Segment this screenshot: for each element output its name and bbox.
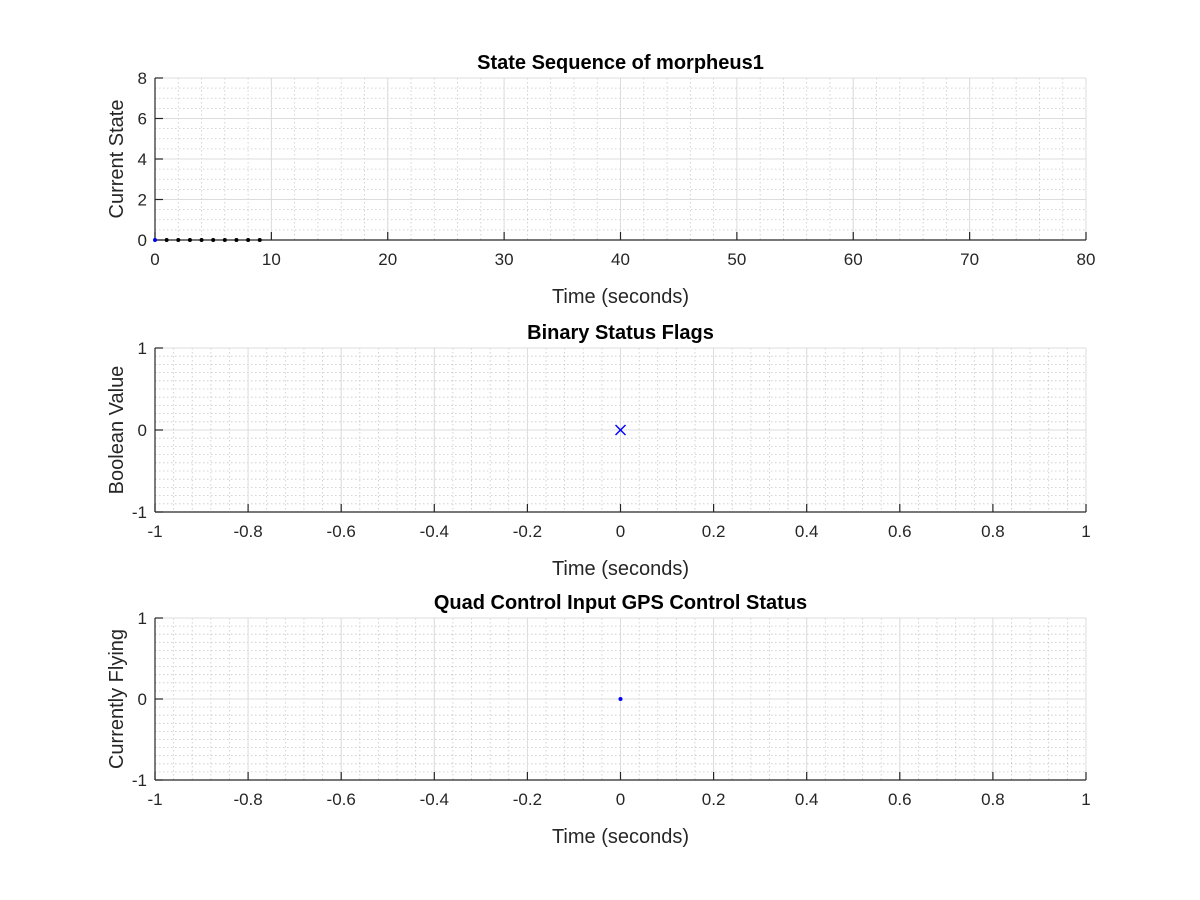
y-tick-label: 1 xyxy=(138,339,147,358)
x-tick-label: -0.8 xyxy=(233,522,262,541)
x-tick-label: 0.4 xyxy=(795,522,819,541)
data-point xyxy=(257,238,262,242)
y-tick-label: 6 xyxy=(138,110,147,129)
chart-title: State Sequence of morpheus1 xyxy=(477,52,764,74)
x-axis-label: Time (seconds) xyxy=(552,558,689,580)
x-tick-label: -1 xyxy=(147,522,162,541)
data-point xyxy=(222,238,227,242)
x-tick-label: -0.4 xyxy=(420,522,449,541)
chart-title: Binary Status Flags xyxy=(527,322,714,344)
subplot-3: -1 -0.8 -0.6 -0.4 -0.2 0 0.2 0.4 0.6 0.8 1 -1 0 1 Quad… xyxy=(106,592,1091,848)
data-point xyxy=(199,238,204,242)
y-tick-label: 2 xyxy=(138,191,147,210)
x-tick-label: 60 xyxy=(844,250,863,269)
y-tick-label: 1 xyxy=(138,609,147,628)
x-tick-label: 80 xyxy=(1077,250,1096,269)
x-tick-label: 0.8 xyxy=(981,522,1005,541)
x-tick-label: -1 xyxy=(147,790,162,809)
y-tick-label: -1 xyxy=(132,771,147,790)
x-tick-label: 30 xyxy=(495,250,514,269)
data-point xyxy=(246,238,251,242)
x-tick-label: 10 xyxy=(262,250,281,269)
x-tick-label: 0.6 xyxy=(888,522,912,541)
data-point xyxy=(234,238,239,242)
x-tick-label: 70 xyxy=(960,250,979,269)
x-tick-label: 0 xyxy=(616,790,625,809)
x-tick-label: 20 xyxy=(378,250,397,269)
y-axis-label: Boolean Value xyxy=(106,366,128,495)
x-tick-label: 0.6 xyxy=(888,790,912,809)
x-tick-label: 1 xyxy=(1081,790,1090,809)
data-point xyxy=(164,238,169,242)
data-point-x-marker xyxy=(615,424,626,436)
x-tick-label: 0.4 xyxy=(795,790,819,809)
x-tick-label: -0.6 xyxy=(327,790,356,809)
x-tick-label: 1 xyxy=(1081,522,1090,541)
y-axis-label: Current State xyxy=(106,100,128,219)
x-tick-label: 0 xyxy=(616,522,625,541)
data-point xyxy=(618,697,623,701)
x-tick-label: -0.2 xyxy=(513,790,542,809)
x-tick-label: 50 xyxy=(727,250,746,269)
x-tick-label: 0.2 xyxy=(702,522,726,541)
x-axis-label: Time (seconds) xyxy=(552,826,689,848)
chart-title: Quad Control Input GPS Control Status xyxy=(434,592,807,614)
y-tick-label: -1 xyxy=(132,503,147,522)
x-tick-label: -0.8 xyxy=(233,790,262,809)
x-tick-label: 40 xyxy=(611,250,630,269)
x-tick-label: 0.8 xyxy=(981,790,1005,809)
y-tick-label: 0 xyxy=(138,231,147,250)
subplot-2: -1 -0.8 -0.6 -0.4 -0.2 0 0.2 0.4 0.6 0.8 1 -1 0 1 Bina… xyxy=(106,322,1091,580)
x-tick-label: -0.4 xyxy=(420,790,449,809)
y-tick-label: 0 xyxy=(138,690,147,709)
y-tick-label: 4 xyxy=(138,150,147,169)
grid xyxy=(154,77,1087,241)
data-point xyxy=(176,238,181,242)
subplot-1: 0 10 20 30 40 50 60 70 80 0 2 4 6 8 State Sequence of … xyxy=(106,52,1095,308)
x-tick-label: -0.6 xyxy=(327,522,356,541)
x-tick-label: 0.2 xyxy=(702,790,726,809)
data-point xyxy=(153,238,157,242)
data-point xyxy=(187,238,192,242)
x-tick-label: 0 xyxy=(150,250,159,269)
data-point xyxy=(211,238,216,242)
x-tick-label: -0.2 xyxy=(513,522,542,541)
x-axis-label: Time (seconds) xyxy=(552,286,689,308)
y-axis-label: Currently Flying xyxy=(106,629,128,769)
y-tick-label: 0 xyxy=(138,421,147,440)
y-tick-label: 8 xyxy=(138,69,147,88)
